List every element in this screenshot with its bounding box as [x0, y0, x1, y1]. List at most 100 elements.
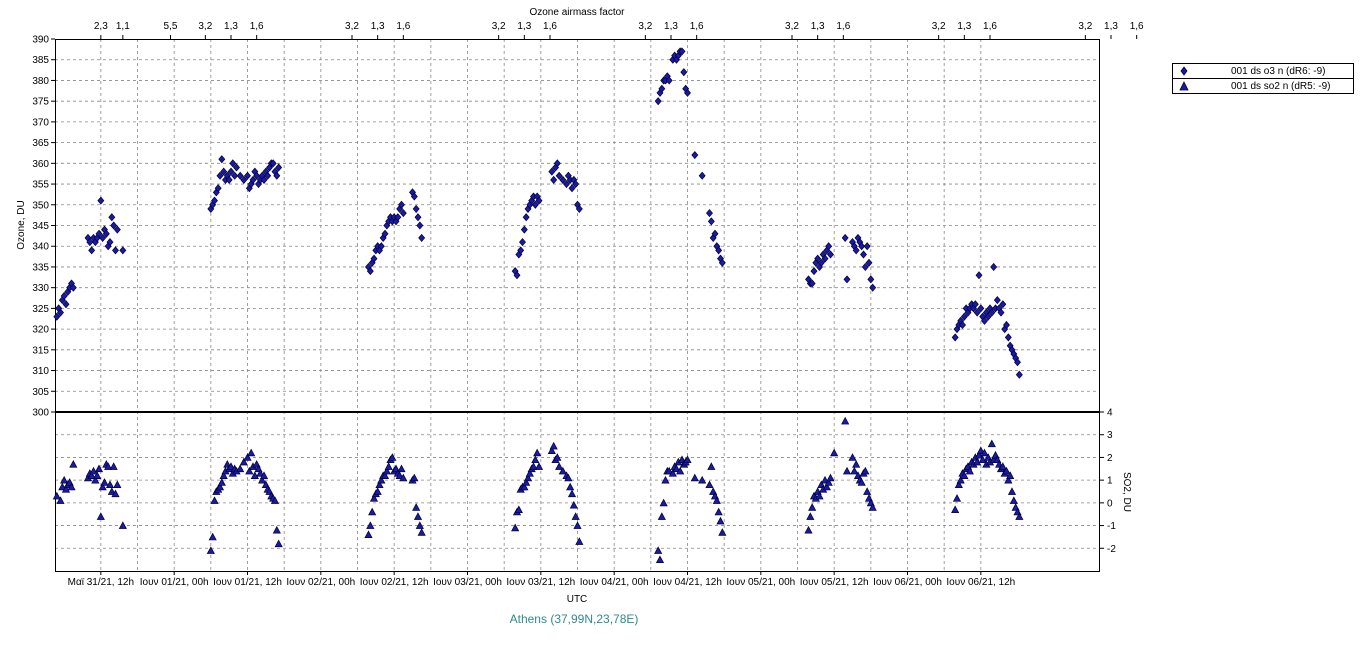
so2-point — [243, 453, 252, 461]
so2-point — [380, 471, 390, 479]
so2-point — [247, 448, 256, 457]
ozone-point — [808, 279, 816, 288]
ozone-tick-label: 305 — [32, 387, 49, 398]
ozone-tick-label: 325 — [32, 304, 49, 315]
so2-point — [1009, 496, 1018, 504]
so2-point — [98, 482, 107, 491]
so2-point — [104, 462, 113, 470]
so2-point — [952, 494, 962, 502]
ozone-point — [563, 180, 570, 189]
ozone-point — [520, 225, 528, 234]
top-tick-label: 1,3 — [957, 21, 971, 32]
ozone-point — [658, 84, 666, 93]
so2-point — [547, 446, 556, 454]
so2-point — [1004, 475, 1013, 484]
ozone-point — [814, 254, 822, 263]
ozone-point — [852, 246, 860, 255]
so2-point — [69, 460, 78, 468]
so2-tick-label: 1 — [1107, 476, 1113, 487]
top-tick-label: 1,6 — [396, 21, 410, 32]
ozone-point — [531, 200, 539, 209]
legend-label-so2: 001 ds so2 n (dR5: -9) — [1231, 80, 1331, 92]
ozone-point — [1014, 358, 1021, 367]
ozone-point — [975, 271, 983, 280]
ozone-point — [57, 308, 64, 317]
x-tick-label: Ιουν 06/21, 00h — [873, 577, 942, 588]
top-tick-label: 2,3 — [94, 21, 108, 32]
ozone-point — [416, 221, 424, 230]
ozone-point — [1003, 320, 1010, 330]
so2-point — [956, 475, 965, 484]
ozone-point — [269, 159, 277, 168]
top-tick-label: 3,2 — [198, 21, 212, 32]
so2-point — [808, 503, 817, 511]
ozone-point — [718, 258, 726, 267]
ozone-point — [410, 192, 418, 201]
ozone-point — [711, 229, 719, 238]
so2-point — [654, 546, 663, 554]
so2-point — [250, 471, 259, 479]
top-tick-label: 1,3 — [1104, 21, 1118, 32]
top-tick-label: 1,6 — [1130, 21, 1144, 32]
so2-point — [705, 480, 714, 489]
x-axis-ticks: Μαϊ 31/21, 12h Ιουν 01/21, 00h Ιουν 01/21,… — [68, 571, 1015, 588]
ozone-point — [1015, 370, 1023, 379]
x-tick-label: Ιουν 02/21, 00h — [286, 577, 355, 588]
ozone-point — [707, 217, 715, 226]
ozone-point — [513, 271, 521, 280]
ozone-point — [959, 320, 966, 330]
ozone-point — [233, 163, 240, 172]
ozone-point — [62, 300, 70, 309]
so2-point — [215, 482, 225, 491]
so2-point — [714, 507, 723, 516]
so2-tick-label: 3 — [1107, 430, 1113, 441]
so2-point — [973, 457, 982, 466]
ozone-point — [861, 262, 869, 271]
so2-point — [239, 457, 248, 466]
ozone-point — [236, 171, 244, 180]
ozone-point — [95, 229, 103, 238]
so2-point — [690, 473, 699, 482]
x-axis-title: UTC — [567, 594, 588, 605]
so2-point — [226, 462, 236, 470]
x-tick-label: Ιουν 01/21, 00h — [140, 577, 209, 588]
so2-point — [113, 480, 122, 489]
ozone-point — [553, 159, 561, 168]
so2-point — [109, 462, 118, 470]
triangle-marker-icon — [1179, 81, 1189, 91]
ozone-tick-label: 360 — [32, 159, 49, 170]
so2-point — [375, 480, 384, 489]
so2-point — [655, 555, 665, 563]
top-tick-label: 3,2 — [345, 21, 359, 32]
so2-point — [842, 466, 852, 475]
so2-point — [861, 466, 870, 475]
so2-point — [118, 521, 127, 529]
top-tick-label: 3,2 — [638, 21, 652, 32]
so2-point — [219, 471, 228, 479]
ozone-point — [997, 308, 1005, 317]
ozone-point — [399, 209, 407, 218]
so2-point — [94, 464, 104, 473]
ozone-tick-label: 365 — [32, 138, 49, 149]
so2-point — [256, 469, 265, 477]
x-tick-label: Μαϊ 31/21, 12h — [68, 577, 134, 588]
so2-point — [954, 480, 963, 489]
ozone-point — [572, 180, 580, 189]
top-tick-label: 1,3 — [224, 21, 238, 32]
so2-point — [566, 482, 575, 491]
so2-point — [87, 471, 96, 479]
ozone-point — [69, 283, 77, 292]
so2-point — [1006, 471, 1015, 479]
ozone-tick-label: 370 — [32, 117, 49, 128]
so2-point — [208, 532, 217, 541]
ozone-point — [559, 175, 567, 184]
ozone-point — [216, 171, 224, 180]
ozone-tick-label: 335 — [32, 262, 49, 273]
ozone-point — [517, 246, 525, 255]
top-axis-ticks: 2,3 1,1 5,5 3,2 1,3 1,6 3,2 1,3 1,6 3,2 1,3 1,6 3,2 1… — [94, 21, 1144, 39]
ozone-point — [825, 242, 833, 251]
ozone-tick-label: 300 — [32, 408, 49, 419]
ozone-point — [984, 312, 992, 321]
ozone-point — [108, 213, 116, 222]
ozone-point — [244, 171, 251, 180]
